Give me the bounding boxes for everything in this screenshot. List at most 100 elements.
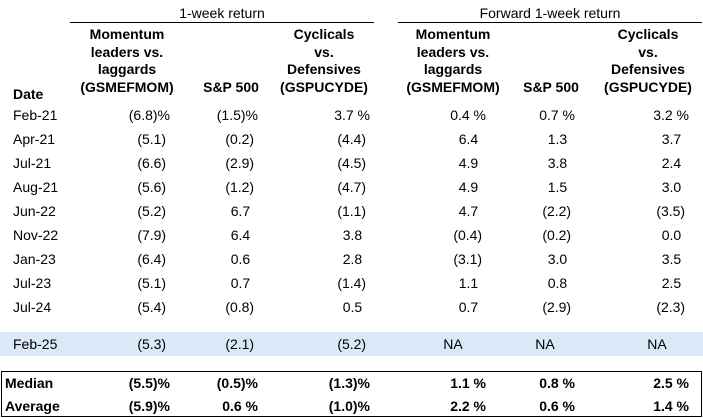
col-header-fwd-momentum-line: (GSMEFMOM) — [406, 78, 500, 95]
cell-sp500: (2.9) — [225, 155, 258, 171]
col-header-momentum-line: laggards — [97, 61, 157, 77]
cell-fwd-cyclicals: 2.4 — [661, 155, 689, 171]
cell-fwd-sp500: 3.0 — [547, 251, 575, 267]
cell-fwd-momentum: 4.9 — [458, 155, 486, 171]
cell-sp500: 0.6 % — [222, 398, 258, 414]
cell-cyclicals: (1.1) — [337, 203, 370, 219]
cell-momentum: (6.4) — [137, 251, 170, 267]
cell-cyclicals: (4.5) — [337, 155, 370, 171]
cell-fwd-sp500: 1.3 — [547, 131, 575, 147]
cell-fwd-sp500: 1.5 — [547, 179, 575, 195]
cell-fwd-momentum: (0.4) — [453, 227, 486, 243]
cell-fwd-momentum: NA — [443, 336, 463, 352]
cell-fwd-momentum: 1.1 — [458, 275, 486, 291]
cell-fwd-sp500: 0.8 — [547, 275, 575, 291]
group-rule-forward — [398, 22, 702, 23]
cell-cyclicals: (5.2) — [337, 336, 370, 352]
row-date: Feb-21 — [13, 107, 58, 123]
cell-fwd-momentum: 0.4 % — [450, 107, 486, 123]
summary-row-average: Average (5.9)% 0.6 % (1.0)% 2.2 % 0.6 % … — [0, 395, 703, 417]
cell-fwd-sp500: 0.8 % — [539, 375, 575, 391]
cell-fwd-sp500: NA — [535, 336, 555, 352]
cell-fwd-cyclicals: 3.5 — [661, 251, 689, 267]
summary-label: Median — [5, 375, 54, 391]
cell-sp500: (1.5)% — [216, 107, 258, 123]
col-header-fwd-cyclicals-line: (GSPUCYDE) — [604, 78, 692, 95]
cell-sp500: (1.2) — [225, 179, 258, 195]
cell-sp500: (0.8) — [225, 299, 258, 315]
cell-momentum: (6.6) — [137, 155, 170, 171]
col-header-fwd-momentum-line: laggards — [423, 61, 483, 77]
row-date: Apr-21 — [13, 131, 56, 147]
cell-fwd-sp500: (0.2) — [542, 227, 575, 243]
cell-sp500: 6.7 — [230, 203, 258, 219]
cell-momentum: (5.2) — [137, 203, 170, 219]
cell-momentum: (5.4) — [137, 299, 170, 315]
col-header-momentum-line: Momentum — [89, 26, 165, 42]
cell-fwd-cyclicals: (2.3) — [656, 299, 689, 315]
cell-fwd-sp500: (2.2) — [542, 203, 575, 219]
group-header-1week: 1-week return — [179, 5, 265, 21]
table-row: Apr-21 (5.1) (0.2) (4.4) 6.4 1.3 3.7 — [0, 127, 703, 151]
cell-fwd-cyclicals: 3.2 % — [653, 107, 689, 123]
cell-fwd-momentum: 4.9 — [458, 179, 486, 195]
col-header-fwd-cyclicals-line: vs. — [638, 43, 658, 60]
col-header-cyclicals-line: Cyclicals — [293, 26, 355, 42]
cell-sp500: (0.5)% — [216, 375, 258, 391]
row-date: Feb-25 — [13, 336, 58, 352]
cell-fwd-sp500: 0.7 % — [539, 107, 575, 123]
cell-fwd-sp500: 0.6 % — [539, 398, 575, 414]
cell-fwd-momentum: (3.1) — [453, 251, 486, 267]
row-date: Jul-21 — [13, 155, 52, 171]
cell-fwd-cyclicals: 3.7 — [661, 131, 689, 147]
cell-cyclicals: 3.7 % — [334, 107, 370, 123]
col-header-fwd-momentum: Momentum leaders vs. laggards (GSMEFMOM) — [398, 26, 508, 96]
col-header-cyclicals-line: vs. — [314, 43, 334, 60]
cell-momentum: (5.5)% — [128, 375, 170, 391]
cell-cyclicals: 3.8 — [342, 227, 370, 243]
cell-fwd-cyclicals: 2.5 — [661, 275, 689, 291]
col-header-fwd-cyclicals-line: Defensives — [611, 61, 685, 77]
col-header-momentum-line: leaders vs. — [90, 43, 164, 60]
cell-fwd-sp500: 3.8 — [547, 155, 575, 171]
cell-momentum: (5.6) — [137, 179, 170, 195]
table-row: Aug-21 (5.6) (1.2) (4.7) 4.9 1.5 3.0 — [0, 175, 703, 199]
row-date: Jun-22 — [13, 203, 56, 219]
table-row: Jul-21 (6.6) (2.9) (4.5) 4.9 3.8 2.4 — [0, 151, 703, 175]
group-rule-1week — [70, 22, 374, 23]
cell-momentum: (5.3) — [137, 336, 170, 352]
cell-fwd-cyclicals: 2.5 % — [653, 375, 689, 391]
summary-box — [1, 371, 702, 417]
col-header-cyclicals-line: (GSPUCYDE) — [280, 78, 368, 95]
cell-momentum: (5.9)% — [128, 398, 170, 414]
table-row-highlighted: Feb-25 (5.3) (2.1) (5.2) NA NA NA — [0, 332, 703, 356]
cell-cyclicals: 0.5 — [342, 299, 370, 315]
col-header-cyclicals: Cyclicals vs. Defensives (GSPUCYDE) — [272, 26, 376, 96]
cell-cyclicals: (4.4) — [337, 131, 370, 147]
cell-fwd-cyclicals: 3.0 — [661, 179, 689, 195]
cell-cyclicals: (1.3)% — [328, 375, 370, 391]
cell-momentum: (7.9) — [137, 227, 170, 243]
cell-sp500: 0.7 — [230, 275, 258, 291]
table-row: Jun-22 (5.2) 6.7 (1.1) 4.7 (2.2) (3.5) — [0, 199, 703, 223]
col-header-sp500: S&P 500 — [203, 79, 259, 95]
col-header-momentum: Momentum leaders vs. laggards (GSMEFMOM) — [72, 26, 182, 96]
cell-sp500: 0.6 — [230, 251, 258, 267]
cell-cyclicals: (1.0)% — [328, 398, 370, 414]
summary-row-median: Median (5.5)% (0.5)% (1.3)% 1.1 % 0.8 % … — [0, 372, 703, 394]
cell-fwd-cyclicals: 1.4 % — [653, 398, 689, 414]
cell-fwd-momentum: 2.2 % — [450, 398, 486, 414]
cell-fwd-cyclicals: 0.0 — [661, 227, 689, 243]
cell-fwd-momentum: 1.1 % — [450, 375, 486, 391]
table-row: Jan-23 (6.4) 0.6 2.8 (3.1) 3.0 3.5 — [0, 247, 703, 271]
cell-fwd-sp500: (2.9) — [542, 299, 575, 315]
table-row: Nov-22 (7.9) 6.4 3.8 (0.4) (0.2) 0.0 — [0, 223, 703, 247]
cell-momentum: (6.8)% — [128, 107, 170, 123]
cell-cyclicals: 2.8 — [342, 251, 370, 267]
summary-label: Average — [5, 398, 60, 414]
cell-fwd-momentum: 4.7 — [458, 203, 486, 219]
table-row: Jul-23 (5.1) 0.7 (1.4) 1.1 0.8 2.5 — [0, 271, 703, 295]
col-header-date: Date — [13, 86, 44, 102]
cell-momentum: (5.1) — [137, 275, 170, 291]
cell-sp500: (0.2) — [225, 131, 258, 147]
